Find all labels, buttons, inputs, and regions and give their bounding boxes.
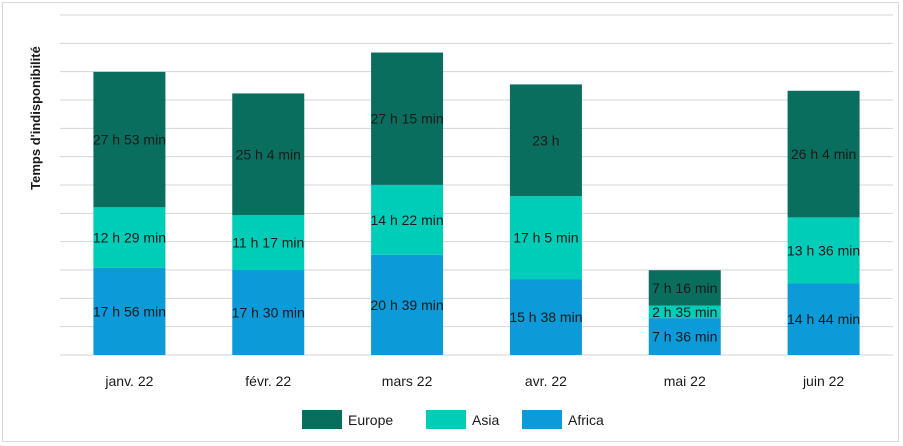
- gridlines: [60, 14, 893, 356]
- data-label: 26 h 4 min: [791, 146, 856, 162]
- bar-segment-asia: [787, 217, 860, 284]
- data-label: 27 h 53 min: [93, 132, 166, 148]
- data-label: 14 h 44 min: [787, 311, 860, 327]
- bars: 17 h 56 min 12 h 29 min 27 h 53 min 17 h 30…: [93, 52, 860, 355]
- data-label: 17 h 30 min: [232, 305, 305, 321]
- data-label: 20 h 39 min: [370, 297, 443, 313]
- bar-segment-asia: [232, 215, 305, 270]
- bar-segment-europe: [648, 270, 721, 306]
- data-label: 12 h 29 min: [93, 230, 166, 246]
- bar-segment-africa: [787, 283, 860, 355]
- data-label: 17 h 56 min: [93, 303, 166, 319]
- bar-segment-europe: [93, 71, 166, 208]
- data-label: 23 h: [532, 132, 559, 148]
- x-axis-ticks: janv. 22 févr. 22 mars 22 avr. 22 mai 22 juin…: [104, 373, 844, 389]
- x-tick-label: avr. 22: [525, 373, 567, 389]
- bar-segment-europe: [509, 84, 582, 197]
- bar-segment-africa: [232, 270, 305, 355]
- legend-swatch-europe: [302, 410, 342, 429]
- data-label: 17 h 5 min: [513, 230, 578, 246]
- legend-label-africa: Africa: [568, 412, 604, 428]
- x-tick-label: juin 22: [802, 373, 844, 389]
- data-label: 15 h 38 min: [509, 309, 582, 325]
- bar-segment-africa: [371, 254, 444, 355]
- bar-segment-asia: [509, 196, 582, 280]
- x-tick-label: mai 22: [664, 373, 706, 389]
- x-tick-label: janv. 22: [104, 373, 153, 389]
- data-label: 25 h 4 min: [236, 146, 301, 162]
- bar-segment-europe: [371, 52, 444, 185]
- data-label: 27 h 15 min: [370, 111, 443, 127]
- legend: Europe Asia Africa: [302, 410, 604, 429]
- x-tick-label: févr. 22: [245, 373, 291, 389]
- y-axis-label: Temps d'indisponibilité: [28, 46, 43, 190]
- bar-segment-africa: [648, 318, 721, 355]
- data-label: 11 h 17 min: [232, 235, 304, 251]
- data-label: 14 h 22 min: [370, 212, 443, 228]
- legend-swatch-asia: [426, 410, 466, 429]
- bar-segment-asia: [648, 305, 721, 319]
- data-label: 2 h 35 min: [652, 304, 717, 320]
- bar-segment-europe: [787, 90, 860, 218]
- x-tick-label: mars 22: [382, 373, 433, 389]
- legend-swatch-africa: [522, 410, 562, 429]
- data-label: 7 h 16 min: [652, 280, 717, 296]
- legend-label-europe: Europe: [348, 412, 393, 428]
- bar-segment-africa: [93, 267, 166, 355]
- legend-label-asia: Asia: [472, 412, 499, 428]
- data-label: 7 h 36 min: [652, 329, 717, 345]
- bar-segment-asia: [371, 184, 444, 255]
- bar-segment-europe: [232, 93, 305, 216]
- bar-segment-africa: [509, 279, 582, 355]
- data-label: 13 h 36 min: [787, 242, 860, 258]
- bar-segment-asia: [93, 207, 166, 268]
